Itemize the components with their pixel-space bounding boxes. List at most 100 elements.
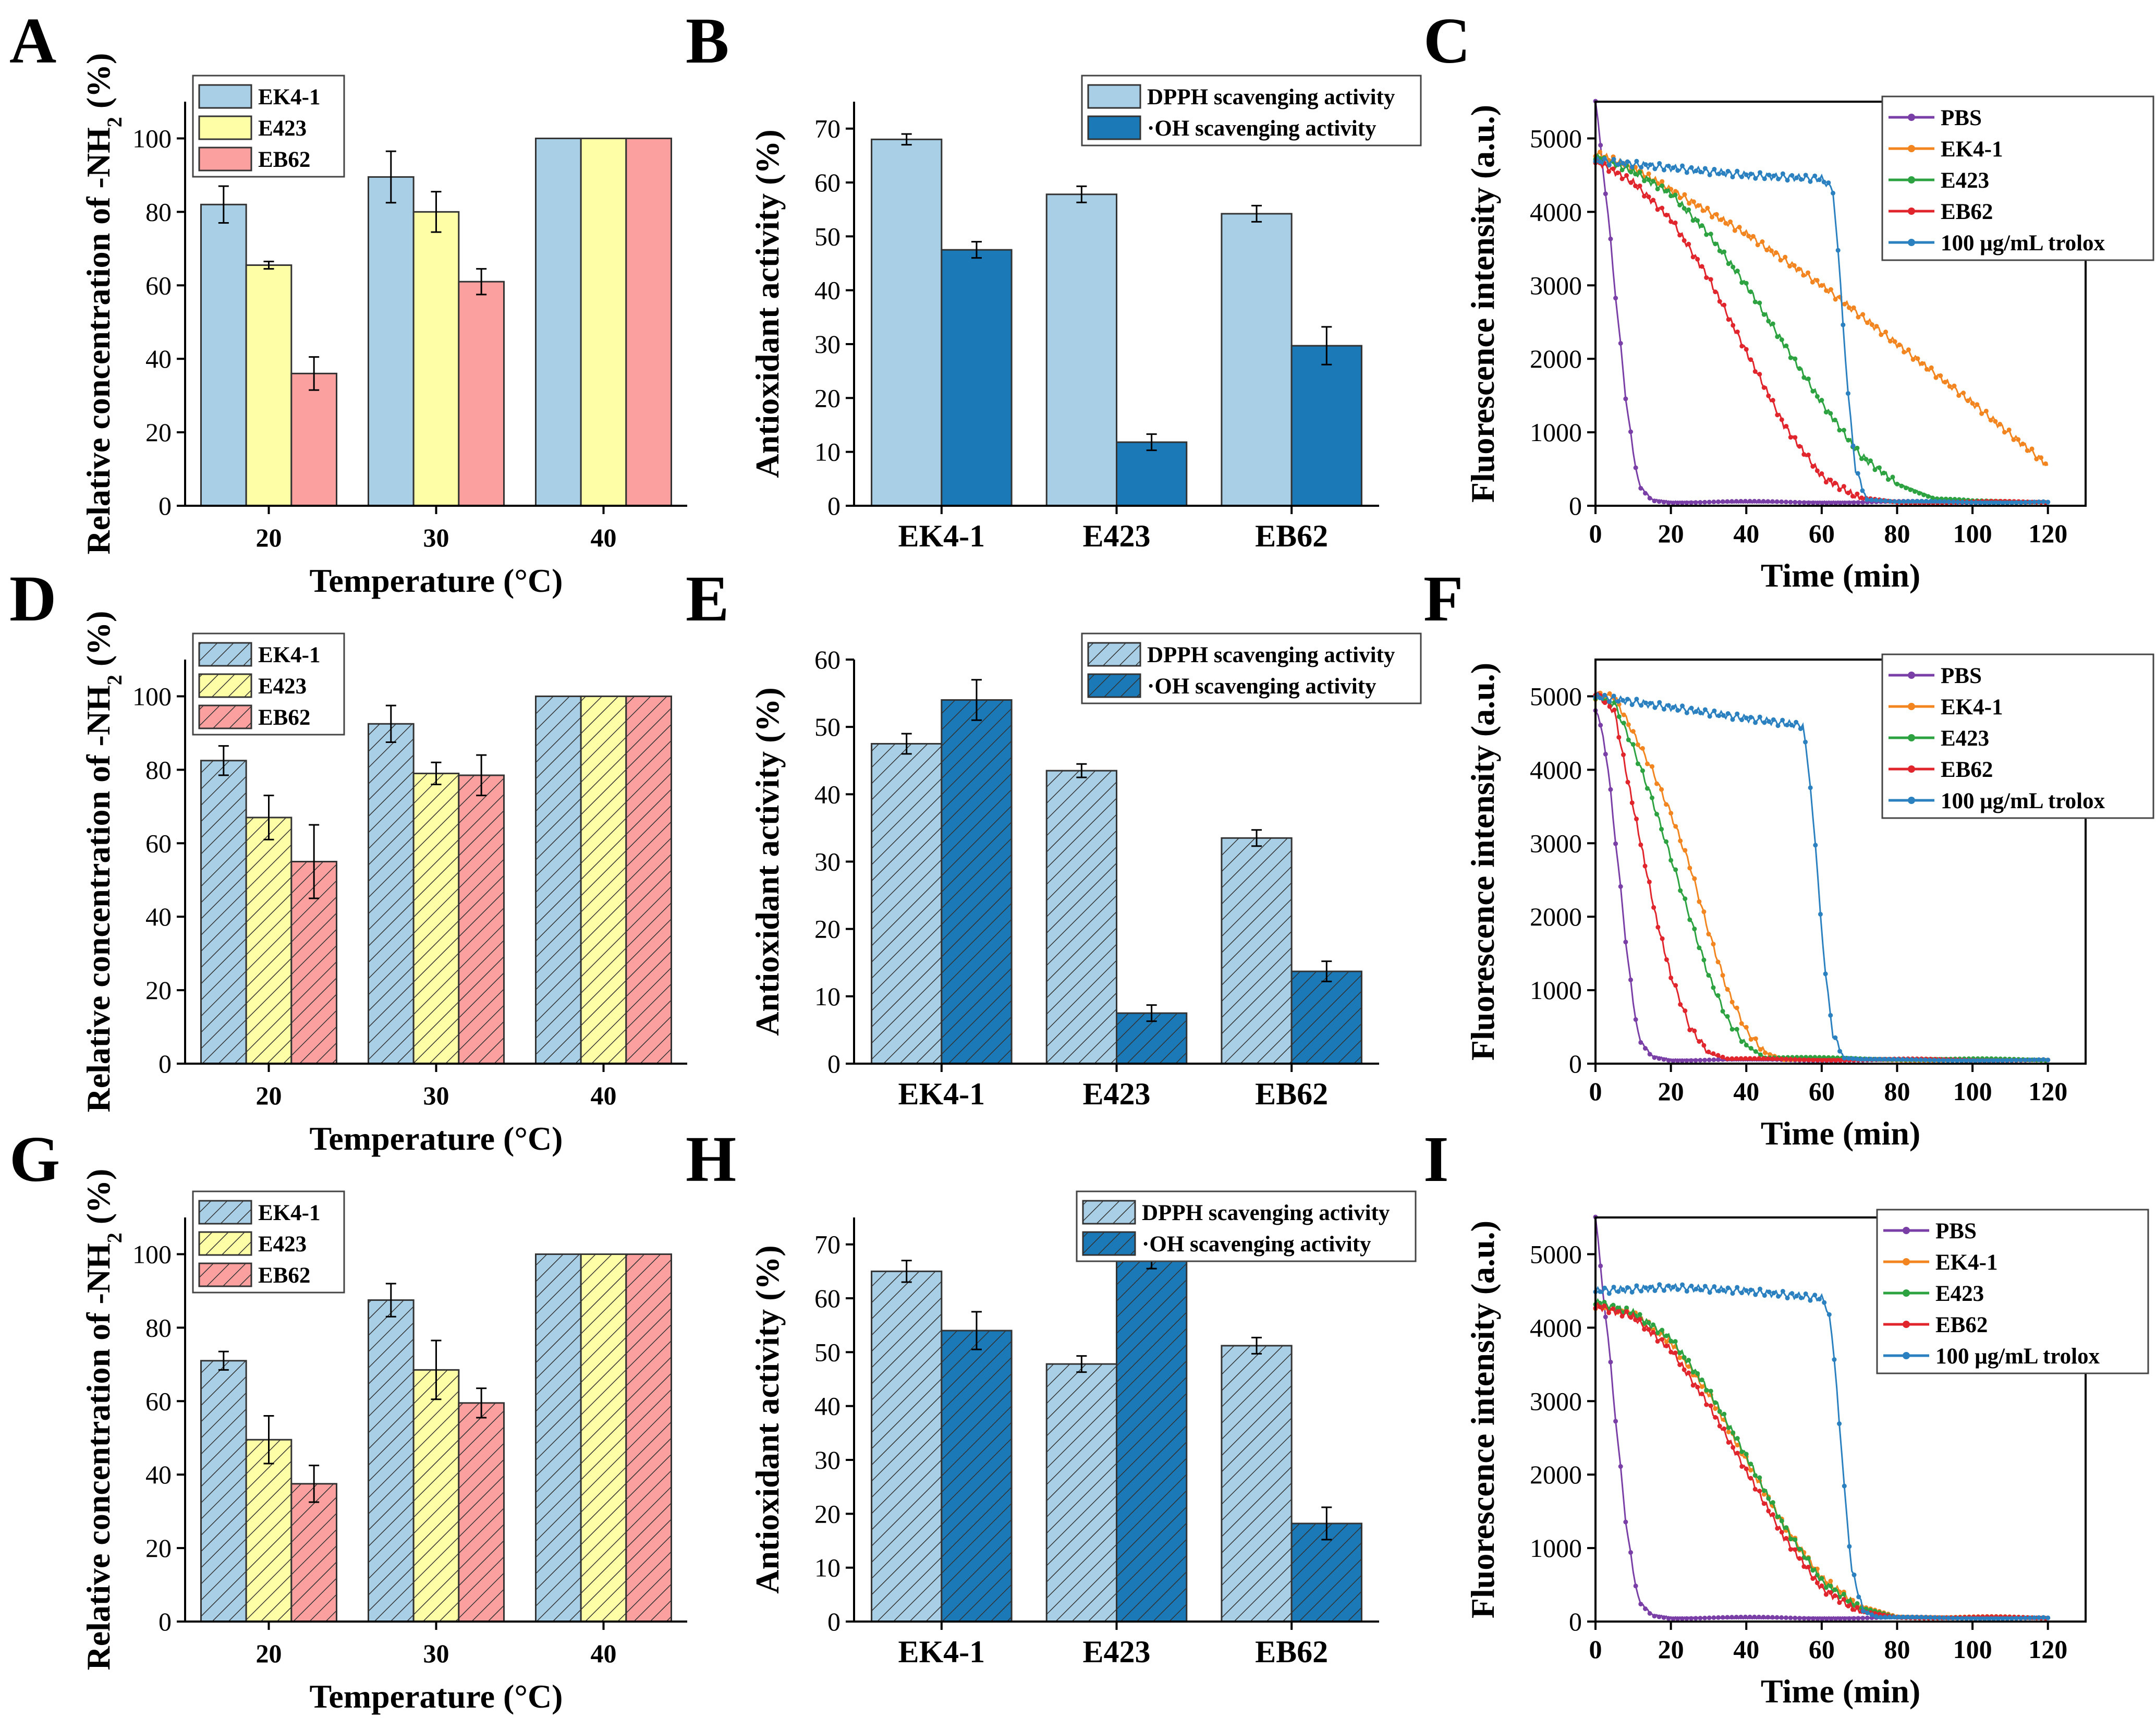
y-tick-label: 100 bbox=[132, 1239, 172, 1269]
data-point bbox=[1735, 269, 1740, 274]
data-point bbox=[1722, 302, 1727, 308]
data-point bbox=[1621, 712, 1626, 717]
y-tick-label: 0 bbox=[159, 491, 172, 520]
data-point bbox=[1798, 1295, 1804, 1300]
data-point bbox=[1677, 1362, 1683, 1367]
legend-label: PBS bbox=[1941, 664, 1982, 688]
data-point bbox=[1716, 1615, 1721, 1620]
data-point bbox=[1625, 779, 1630, 785]
data-point bbox=[1896, 1614, 1901, 1619]
data-point bbox=[1993, 419, 1998, 424]
data-point bbox=[2009, 500, 2015, 505]
data-point bbox=[1687, 201, 1692, 206]
y-tick-label: 60 bbox=[814, 645, 841, 674]
data-point bbox=[1750, 234, 1756, 239]
data-point bbox=[1642, 178, 1647, 184]
data-point bbox=[1901, 499, 1906, 504]
data-point bbox=[1664, 1333, 1669, 1338]
data-point bbox=[1603, 751, 1608, 757]
data-point bbox=[1789, 723, 1794, 728]
data-point bbox=[2014, 1058, 2019, 1063]
data-point bbox=[1629, 702, 1635, 708]
data-point bbox=[1761, 1615, 1766, 1620]
y-tick-label: 60 bbox=[145, 828, 172, 858]
y-tick-label: 20 bbox=[145, 418, 172, 447]
data-point bbox=[1767, 1289, 1772, 1295]
data-point bbox=[1743, 498, 1748, 504]
data-point bbox=[2006, 427, 2012, 432]
data-point bbox=[2005, 500, 2010, 505]
data-point bbox=[1769, 248, 1774, 253]
data-point bbox=[1855, 491, 1860, 496]
data-point bbox=[1761, 499, 1766, 504]
y-tick-label: 2000 bbox=[1530, 344, 1582, 373]
data-point bbox=[1671, 1285, 1676, 1290]
data-point bbox=[1868, 458, 1873, 464]
data-point bbox=[1699, 1391, 1704, 1396]
y-tick-label: 40 bbox=[145, 902, 172, 931]
y-tick-label: 0 bbox=[827, 1049, 841, 1078]
data-point bbox=[1686, 1364, 1691, 1369]
data-point bbox=[1801, 1616, 1807, 1621]
bar bbox=[1116, 1260, 1188, 1623]
data-point bbox=[1852, 1573, 1857, 1578]
bar bbox=[200, 760, 247, 1065]
data-point bbox=[1613, 296, 1618, 301]
data-point bbox=[1969, 500, 1974, 505]
data-point bbox=[1788, 499, 1793, 505]
x-tick-label: 100 bbox=[1953, 1635, 1992, 1664]
data-point bbox=[1757, 1056, 1762, 1061]
data-point bbox=[1828, 1578, 1833, 1583]
legend-marker bbox=[1908, 176, 1915, 184]
y-tick-label: 5000 bbox=[1530, 124, 1582, 153]
data-point bbox=[1638, 1040, 1643, 1045]
data-point bbox=[1813, 843, 1818, 848]
data-point bbox=[1638, 1601, 1643, 1606]
data-point bbox=[1611, 1306, 1616, 1311]
data-point bbox=[1837, 1058, 1843, 1063]
data-point bbox=[1651, 905, 1656, 910]
data-point bbox=[1996, 501, 2001, 506]
y-tick-label: 0 bbox=[1569, 491, 1582, 520]
data-point bbox=[2045, 1615, 2051, 1620]
data-point bbox=[2014, 500, 2019, 505]
data-point bbox=[1726, 261, 1731, 266]
data-point bbox=[1987, 501, 1992, 506]
panel-letter-c: C bbox=[1423, 5, 1470, 77]
data-point bbox=[1997, 422, 2003, 427]
data-point bbox=[1784, 343, 1789, 348]
data-point bbox=[1874, 324, 1879, 329]
data-point bbox=[1695, 218, 1700, 223]
data-point bbox=[1625, 159, 1630, 164]
data-point bbox=[1629, 1289, 1635, 1295]
data-point bbox=[1823, 480, 1829, 485]
data-point bbox=[1988, 418, 1993, 423]
data-point bbox=[1679, 1058, 1685, 1063]
data-point bbox=[1860, 488, 1865, 493]
data-point bbox=[1616, 714, 1622, 719]
data-point bbox=[1652, 1614, 1657, 1619]
data-point bbox=[1697, 945, 1702, 951]
data-point bbox=[1855, 445, 1860, 450]
legend-marker bbox=[1908, 114, 1915, 121]
legend-label: PBS bbox=[1941, 106, 1982, 130]
legend-label: ·OH scavenging activity bbox=[1147, 116, 1377, 141]
data-point bbox=[1806, 452, 1811, 457]
data-point bbox=[1986, 1058, 1991, 1064]
data-point bbox=[1810, 1576, 1816, 1581]
data-point bbox=[2023, 1057, 2028, 1063]
data-point bbox=[1726, 1425, 1731, 1430]
data-point bbox=[1637, 183, 1642, 188]
data-point bbox=[1762, 720, 1767, 725]
data-point bbox=[1859, 456, 1864, 461]
data-point bbox=[1987, 1616, 1992, 1622]
data-point bbox=[1712, 167, 1717, 172]
panel-letter-e: E bbox=[686, 563, 729, 635]
data-point bbox=[1734, 1614, 1739, 1619]
data-point bbox=[1639, 165, 1644, 170]
data-point bbox=[1634, 817, 1639, 822]
data-point bbox=[1652, 705, 1658, 710]
data-point bbox=[1832, 1587, 1837, 1592]
data-point bbox=[1842, 1483, 1847, 1489]
data-point bbox=[1640, 768, 1645, 773]
